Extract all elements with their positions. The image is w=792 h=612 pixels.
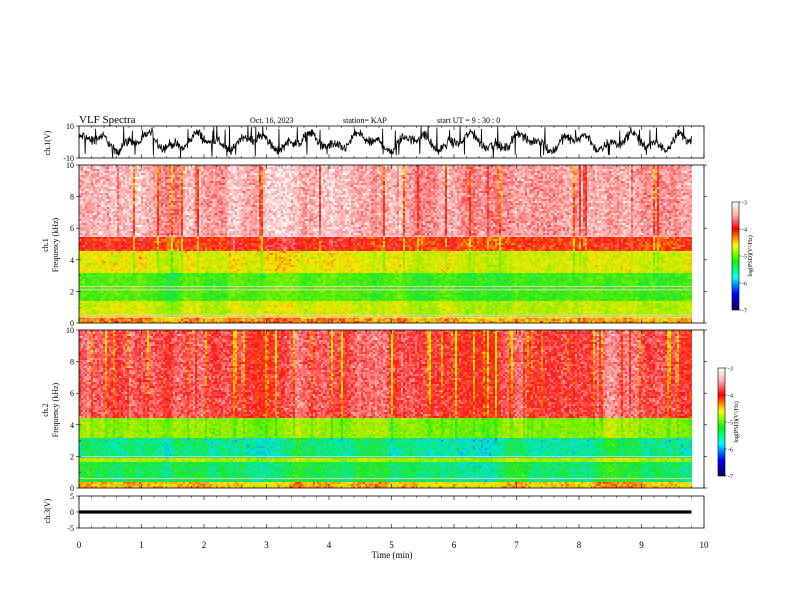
x-tick-label: 7 <box>514 540 519 550</box>
colorbar-tick-label: -3 <box>742 201 747 207</box>
x-tick-label: 1 <box>139 540 144 550</box>
ch2-spectrogram-ylabel-channel: ch.2 <box>41 403 50 417</box>
x-axis-label: Time (min) <box>372 550 413 560</box>
ch3-waveform-line <box>79 510 692 513</box>
ch1-colorbar: -3 -4 -5 -6 -7 log(PSD)(V²/Hz) <box>732 201 754 315</box>
ch1-spectrogram-ylabel-channel: ch.1 <box>41 238 50 252</box>
colorbar-tick-label: -5 <box>728 421 733 427</box>
ch2-colorbar: -3 -4 -5 -6 -7 log(PSD)(V²/Hz) <box>718 367 740 481</box>
x-tick-label: 2 <box>202 540 207 550</box>
y-tick-label: 2 <box>70 287 74 296</box>
x-tick-label: 4 <box>327 540 332 550</box>
x-tick-label: 10 <box>700 540 710 550</box>
spectrogram-image <box>79 330 693 488</box>
x-tick-label: 0 <box>77 540 82 550</box>
y-tick-label: 6 <box>70 389 74 398</box>
ch2-spectrogram-ylabel: ch.2 Frequency (kHz) <box>41 382 60 437</box>
y-tick-label: 8 <box>70 358 74 367</box>
x-tick-label: 5 <box>389 540 394 550</box>
y-tick-label: 10 <box>66 122 74 131</box>
y-tick-label: 10 <box>66 161 74 170</box>
y-tick-label: -5 <box>67 524 74 533</box>
ch1-waveform-panel: 10-10 <box>63 122 704 163</box>
spectrogram-image <box>79 165 693 323</box>
ch1-colorbar-gradient <box>732 202 739 310</box>
ch3-waveform-panel: 5 0 -5 <box>67 492 704 533</box>
x-tick-label: 6 <box>452 540 457 550</box>
ch1-spectrogram-ylabel: ch.1 Frequency (kHz) <box>41 217 60 272</box>
ch3-waveform-ylabel: ch.3(V) <box>43 498 52 523</box>
colorbar-tick-label: -4 <box>742 228 747 234</box>
ch2-colorbar-label: log(PSD)(V²/Hz) <box>733 401 740 442</box>
y-tick-label: 10 <box>66 326 74 335</box>
colorbar-tick-label: -6 <box>728 448 733 454</box>
ch2-spectrogram-ylabel-frequency: Frequency (kHz) <box>51 382 60 437</box>
y-tick-label: 4 <box>70 421 74 430</box>
y-tick-label: 2 <box>70 452 74 461</box>
colorbar-tick-label: -7 <box>728 475 733 481</box>
y-tick-label: 4 <box>70 256 74 265</box>
ch2-colorbar-gradient <box>718 368 725 476</box>
y-tick-label: 8 <box>70 193 74 202</box>
x-tick-label: 9 <box>639 540 644 550</box>
colorbar-tick-label: -7 <box>742 309 747 315</box>
ch1-colorbar-label: log(PSD)(V²/Hz) <box>747 235 754 276</box>
vlf-spectra-figure: VLF Spectra Oct. 16, 2023 station= KAP s… <box>0 0 792 612</box>
ch1-spectrogram-ylabel-frequency: Frequency (kHz) <box>51 217 60 272</box>
colorbar-tick-label: -3 <box>728 367 733 373</box>
axes-layer: 0 1 2 3 4 5 6 7 8 9 10 <box>77 540 709 550</box>
colorbar-tick-label: -6 <box>742 282 747 288</box>
x-tick-label: 3 <box>264 540 269 550</box>
y-tick-label: 6 <box>70 224 74 233</box>
date-label: Oct. 16, 2023 <box>250 116 294 125</box>
colorbar-tick-label: -5 <box>742 255 747 261</box>
y-tick-label: 5 <box>70 492 74 501</box>
ch1-waveform-ylabel: ch.1(V) <box>43 130 52 155</box>
y-tick-label: 0 <box>70 508 74 517</box>
start-time-label: start UT = 9 : 30 : 0 <box>437 116 500 125</box>
station-label: station= KAP <box>343 116 387 125</box>
figure-title: VLF Spectra <box>79 114 136 126</box>
x-tick-label: 8 <box>577 540 582 550</box>
colorbar-tick-label: -4 <box>728 394 733 400</box>
